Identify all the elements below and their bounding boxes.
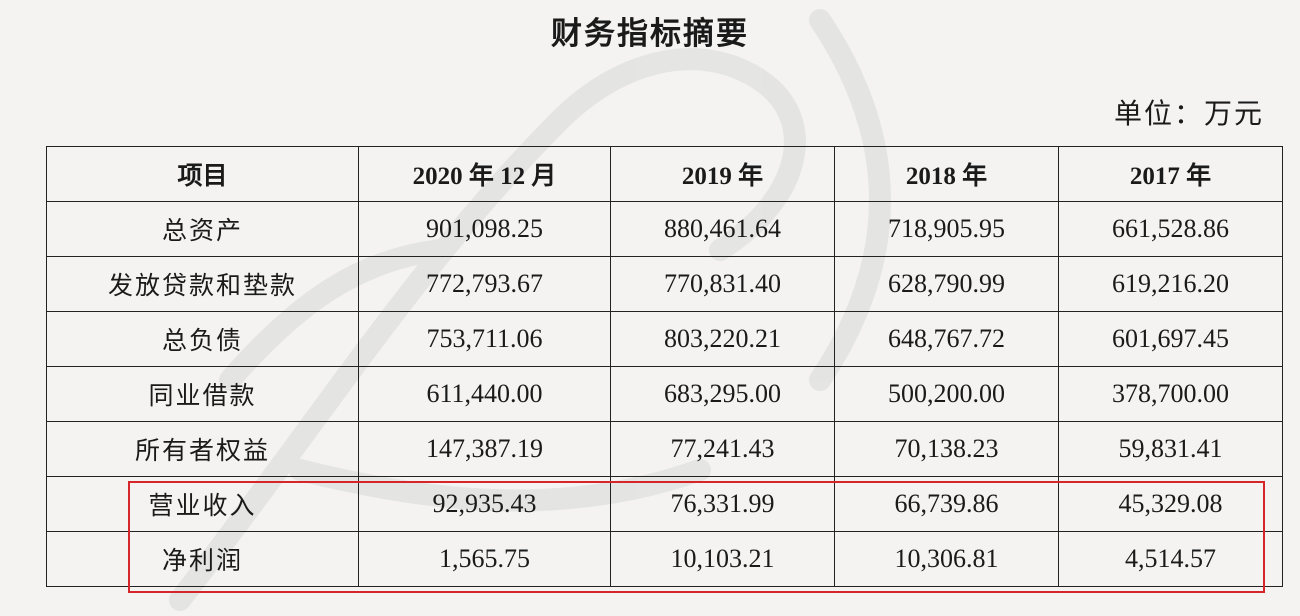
table-cell: 66,739.86 [834, 476, 1059, 532]
table-row: 总负债 753,711.06 803,220.21 648,767.72 601… [46, 311, 1283, 367]
table-cell: 770,831.40 [610, 256, 835, 312]
row-label: 同业借款 [46, 366, 359, 422]
table-cell: 880,461.64 [610, 201, 835, 257]
table-cell: 648,767.72 [834, 311, 1059, 367]
table-cell: 4,514.57 [1058, 531, 1283, 587]
table-cell: 378,700.00 [1058, 366, 1283, 422]
table-row: 营业收入 92,935.43 76,331.99 66,739.86 45,32… [46, 476, 1283, 532]
table-cell: 901,098.25 [358, 201, 611, 257]
row-label: 总资产 [46, 201, 359, 257]
row-label: 营业收入 [46, 476, 359, 532]
table-cell: 772,793.67 [358, 256, 611, 312]
column-header: 项目 [46, 146, 359, 202]
table-header-row: 项目 2020 年 12 月 2019 年 2018 年 2017 年 [46, 146, 1283, 202]
row-label: 发放贷款和垫款 [46, 256, 359, 312]
table-cell: 45,329.08 [1058, 476, 1283, 532]
table-cell: 92,935.43 [358, 476, 611, 532]
table-row: 同业借款 611,440.00 683,295.00 500,200.00 37… [46, 366, 1283, 422]
row-label: 总负债 [46, 311, 359, 367]
table-cell: 59,831.41 [1058, 421, 1283, 477]
table-cell: 147,387.19 [358, 421, 611, 477]
table-cell: 803,220.21 [610, 311, 835, 367]
table-cell: 500,200.00 [834, 366, 1059, 422]
column-header: 2019 年 [610, 146, 835, 202]
unit-label: 单位：万元 [1113, 97, 1264, 130]
table-cell: 661,528.86 [1058, 201, 1283, 257]
table-cell: 601,697.45 [1058, 311, 1283, 367]
table-cell: 683,295.00 [610, 366, 835, 422]
table-row: 发放贷款和垫款 772,793.67 770,831.40 628,790.99… [46, 256, 1283, 312]
table-cell: 76,331.99 [610, 476, 835, 532]
table-cell: 628,790.99 [834, 256, 1059, 312]
row-label: 所有者权益 [46, 421, 359, 477]
row-label: 净利润 [46, 531, 359, 587]
table-cell: 10,306.81 [834, 531, 1059, 587]
financial-summary-table: 项目 2020 年 12 月 2019 年 2018 年 2017 年 总资产 … [46, 146, 1283, 587]
table-cell: 10,103.21 [610, 531, 835, 587]
table-cell: 718,905.95 [834, 201, 1059, 257]
column-header: 2020 年 12 月 [358, 146, 611, 202]
table-row: 总资产 901,098.25 880,461.64 718,905.95 661… [46, 201, 1283, 257]
table-row: 净利润 1,565.75 10,103.21 10,306.81 4,514.5… [46, 531, 1283, 587]
table-row: 所有者权益 147,387.19 77,241.43 70,138.23 59,… [46, 421, 1283, 477]
table-cell: 77,241.43 [610, 421, 835, 477]
table-cell: 70,138.23 [834, 421, 1059, 477]
page-title: 财务指标摘要 [551, 16, 749, 52]
table-cell: 1,565.75 [358, 531, 611, 587]
column-header: 2017 年 [1058, 146, 1283, 202]
column-header: 2018 年 [834, 146, 1059, 202]
table-cell: 753,711.06 [358, 311, 611, 367]
table-cell: 611,440.00 [358, 366, 611, 422]
table-cell: 619,216.20 [1058, 256, 1283, 312]
